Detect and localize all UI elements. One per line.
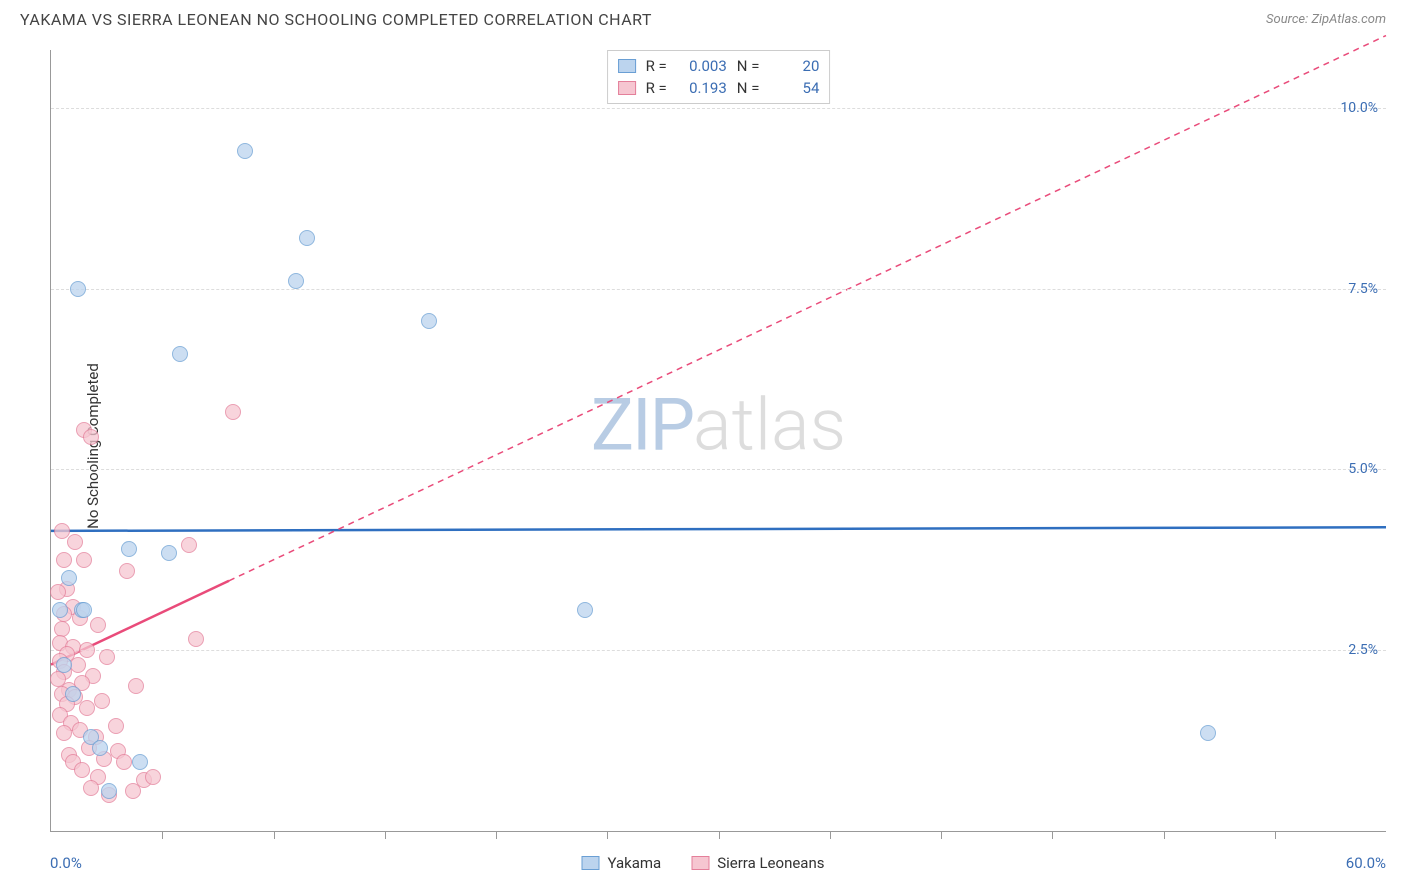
yakama-point bbox=[132, 754, 148, 770]
sierra-point bbox=[225, 404, 241, 420]
r-value-yakama: 0.003 bbox=[677, 57, 727, 75]
n-value-yakama: 20 bbox=[769, 57, 819, 75]
x-tick bbox=[162, 831, 163, 839]
series-legend: Yakama Sierra Leoneans bbox=[582, 854, 825, 872]
x-tick bbox=[1164, 831, 1165, 839]
yakama-point bbox=[76, 602, 92, 618]
sierra-point bbox=[83, 429, 99, 445]
swatch-sierra bbox=[618, 81, 636, 95]
yakama-point bbox=[61, 570, 77, 586]
sierra-point bbox=[56, 725, 72, 741]
sierra-point bbox=[181, 537, 197, 553]
gridline bbox=[51, 469, 1386, 470]
yakama-point bbox=[92, 740, 108, 756]
sierra-point bbox=[108, 718, 124, 734]
gridline bbox=[51, 650, 1386, 651]
stats-row-sierra: R = 0.193 N = 54 bbox=[618, 77, 820, 99]
sierra-point bbox=[56, 552, 72, 568]
yakama-point bbox=[1200, 725, 1216, 741]
sierra-point bbox=[125, 783, 141, 799]
yakama-point bbox=[52, 602, 68, 618]
yakama-point bbox=[65, 686, 81, 702]
sierra-point bbox=[83, 780, 99, 796]
x-tick bbox=[496, 831, 497, 839]
x-tick bbox=[385, 831, 386, 839]
legend-item-yakama: Yakama bbox=[582, 854, 662, 872]
yakama-point bbox=[101, 783, 117, 799]
x-tick bbox=[1275, 831, 1276, 839]
gridline bbox=[51, 108, 1386, 109]
yakama-point bbox=[121, 541, 137, 557]
chart-header: YAKAMA VS SIERRA LEONEAN NO SCHOOLING CO… bbox=[0, 0, 1406, 29]
yakama-point bbox=[161, 545, 177, 561]
y-tick-label: 5.0% bbox=[1348, 461, 1378, 477]
scatter-plot-area: ZIPatlas R = 0.003 N = 20 R = 0.193 N = … bbox=[50, 50, 1386, 832]
yakama-point bbox=[288, 273, 304, 289]
x-tick bbox=[274, 831, 275, 839]
sierra-point bbox=[79, 700, 95, 716]
sierra-point bbox=[94, 693, 110, 709]
legend-item-sierra: Sierra Leoneans bbox=[691, 854, 824, 872]
yakama-point bbox=[237, 143, 253, 159]
sierra-point bbox=[116, 754, 132, 770]
sierra-point bbox=[76, 552, 92, 568]
trend-line bbox=[229, 36, 1386, 581]
x-axis-min-label: 0.0% bbox=[50, 854, 82, 872]
source-credit: Source: ZipAtlas.com bbox=[1266, 12, 1386, 27]
y-tick-label: 2.5% bbox=[1348, 642, 1378, 658]
chart-title: YAKAMA VS SIERRA LEONEAN NO SCHOOLING CO… bbox=[20, 10, 652, 29]
stats-legend-box: R = 0.003 N = 20 R = 0.193 N = 54 bbox=[607, 50, 831, 104]
yakama-point bbox=[299, 230, 315, 246]
sierra-point bbox=[99, 649, 115, 665]
legend-swatch-yakama bbox=[582, 856, 600, 870]
x-tick bbox=[607, 831, 608, 839]
trend-line bbox=[51, 527, 1386, 531]
x-tick bbox=[830, 831, 831, 839]
yakama-point bbox=[421, 313, 437, 329]
gridline bbox=[51, 289, 1386, 290]
sierra-point bbox=[79, 642, 95, 658]
x-tick bbox=[719, 831, 720, 839]
sierra-point bbox=[128, 678, 144, 694]
sierra-point bbox=[54, 621, 70, 637]
yakama-point bbox=[172, 346, 188, 362]
r-value-sierra: 0.193 bbox=[677, 79, 727, 97]
x-tick bbox=[941, 831, 942, 839]
sierra-point bbox=[119, 563, 135, 579]
legend-label-sierra: Sierra Leoneans bbox=[717, 854, 824, 872]
yakama-point bbox=[56, 657, 72, 673]
sierra-point bbox=[50, 584, 66, 600]
sierra-point bbox=[90, 617, 106, 633]
legend-label-yakama: Yakama bbox=[608, 854, 662, 872]
legend-swatch-sierra bbox=[691, 856, 709, 870]
trend-lines-layer bbox=[51, 50, 1386, 831]
sierra-point bbox=[145, 769, 161, 785]
y-tick-label: 7.5% bbox=[1348, 281, 1378, 297]
y-tick-label: 10.0% bbox=[1340, 100, 1378, 116]
yakama-point bbox=[70, 281, 86, 297]
sierra-point bbox=[67, 534, 83, 550]
swatch-yakama bbox=[618, 59, 636, 73]
stats-row-yakama: R = 0.003 N = 20 bbox=[618, 55, 820, 77]
sierra-point bbox=[188, 631, 204, 647]
n-value-sierra: 54 bbox=[769, 79, 819, 97]
x-axis-max-label: 60.0% bbox=[1346, 854, 1386, 872]
yakama-point bbox=[577, 602, 593, 618]
sierra-point bbox=[74, 762, 90, 778]
x-tick bbox=[1052, 831, 1053, 839]
